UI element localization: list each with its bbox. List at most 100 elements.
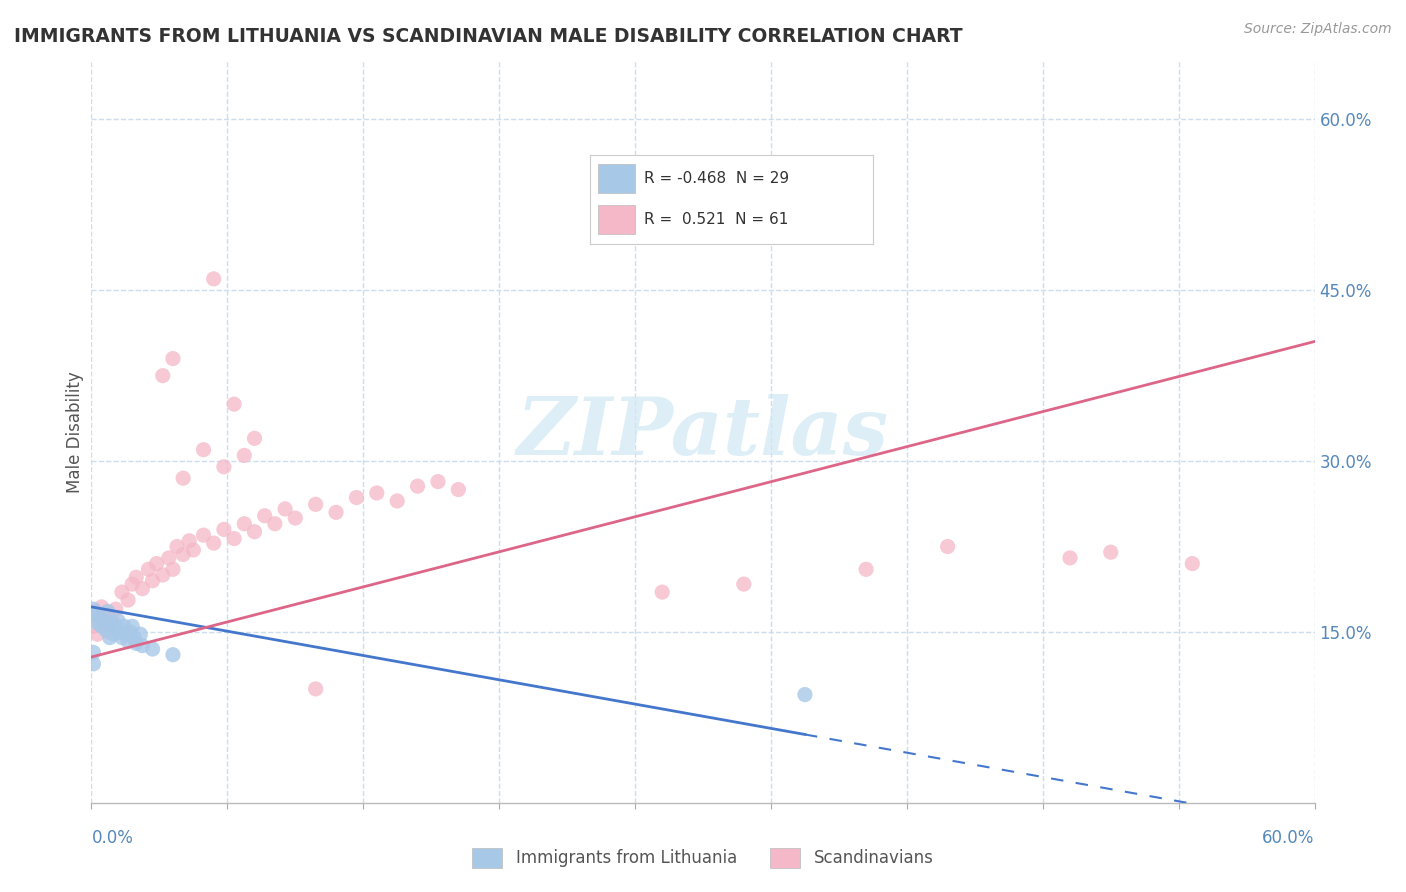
Point [284,511,307,525]
Text: 60.0%: 60.0% [1263,829,1315,847]
Point [385,494,409,508]
Point [111,585,134,599]
Point [183,543,205,558]
Point [145,557,167,571]
Point [427,475,450,489]
Point [131,582,153,596]
Point [97,604,120,618]
Point [120,624,142,639]
Point [103,627,125,641]
Point [202,272,225,286]
Point [86,627,108,641]
Point [793,688,815,702]
Point [86,615,108,630]
Text: 0.0%: 0.0% [91,829,134,847]
Point [121,619,143,633]
Point [101,615,124,630]
Y-axis label: Male Disability: Male Disability [66,372,84,493]
Point [125,570,148,584]
Point [104,602,127,616]
Point [108,624,131,639]
Text: Source: ZipAtlas.com: Source: ZipAtlas.com [1244,22,1392,37]
Point [89,614,111,628]
Point [82,602,104,616]
Point [1059,550,1081,565]
Point [93,614,115,628]
Point [82,645,104,659]
Point [94,623,117,637]
Point [304,497,326,511]
Point [212,523,235,537]
Point [447,483,470,497]
Point [233,516,256,531]
Point [366,486,388,500]
Point [93,619,115,633]
Text: IMMIGRANTS FROM LITHUANIA VS SCANDINAVIAN MALE DISABILITY CORRELATION CHART: IMMIGRANTS FROM LITHUANIA VS SCANDINAVIA… [14,27,963,45]
Point [179,533,201,548]
Point [304,681,326,696]
Point [162,562,184,576]
Point [243,431,266,445]
Point [111,631,134,645]
Point [98,615,121,630]
Text: ZIPatlas: ZIPatlas [517,394,889,471]
Point [89,611,111,625]
Point [101,611,124,625]
Bar [599,164,636,193]
Point [222,532,246,546]
Point [346,491,368,505]
Point [193,528,215,542]
Point [274,502,297,516]
Point [115,627,138,641]
Legend: Immigrants from Lithuania, Scandinavians: Immigrants from Lithuania, Scandinavians [465,841,941,875]
Point [98,631,121,645]
Point [233,449,256,463]
Point [121,577,143,591]
Point [222,397,246,411]
Point [193,442,215,457]
Point [172,548,194,562]
Point [84,607,107,622]
Text: R =  0.521  N = 61: R = 0.521 N = 61 [644,212,787,227]
Point [97,624,120,639]
Point [172,471,194,485]
Point [157,550,180,565]
Point [264,516,287,531]
Point [112,619,135,633]
Point [651,585,673,599]
Point [325,505,347,519]
Point [138,562,160,576]
Point [202,536,225,550]
Point [936,540,959,554]
Point [107,614,129,628]
Point [855,562,877,576]
Point [152,368,174,383]
Point [90,599,112,614]
Point [84,604,107,618]
Point [104,619,127,633]
Point [125,636,148,650]
Point [1099,545,1122,559]
Point [141,574,163,588]
Point [166,540,188,554]
Point [162,648,184,662]
Point [152,568,174,582]
Point [82,619,104,633]
Point [90,619,112,633]
Text: R = -0.468  N = 29: R = -0.468 N = 29 [644,171,789,186]
Point [212,459,235,474]
Point [122,631,145,645]
Point [406,479,429,493]
Point [1181,557,1204,571]
Point [733,577,755,591]
Point [253,508,276,523]
Point [117,634,139,648]
Point [131,639,153,653]
Point [243,524,266,539]
Point [141,642,163,657]
Point [117,593,139,607]
Point [162,351,184,366]
Point [129,627,152,641]
Point [82,657,104,671]
Bar [599,205,636,234]
